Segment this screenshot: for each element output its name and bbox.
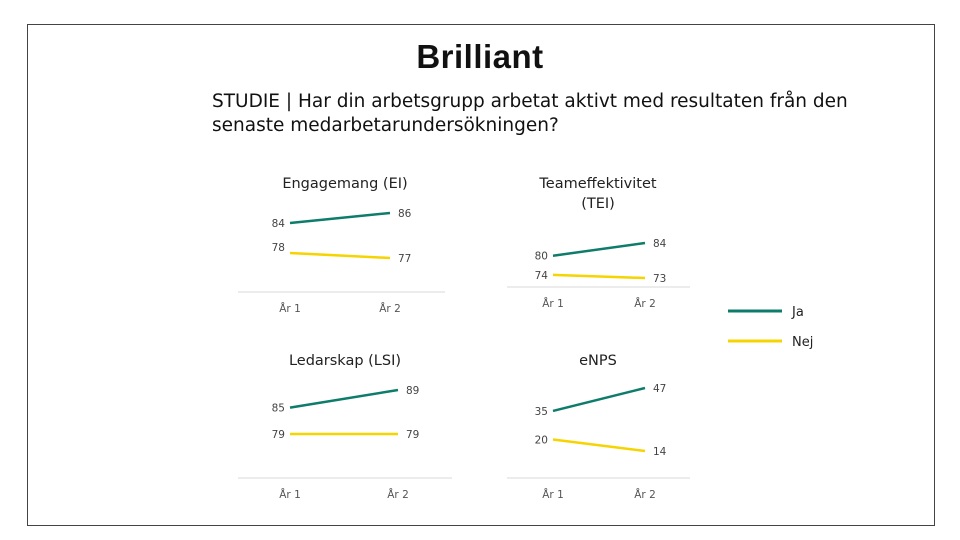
brilliant-logo: Brilliant	[416, 38, 544, 75]
chart-title: (TEI)	[581, 196, 615, 212]
chart-title: eNPS	[579, 353, 617, 369]
slide-frame	[27, 24, 935, 526]
data-label: 20	[535, 435, 548, 447]
series-line-ja	[289, 211, 391, 225]
x-tick-label: År 2	[379, 302, 401, 315]
chart-title: Engagemang (EI)	[282, 176, 407, 192]
series-line-nej	[552, 273, 646, 280]
series-line-ja	[289, 388, 399, 409]
legend-label-ja: Ja	[791, 305, 804, 320]
data-label: 73	[653, 273, 666, 285]
series-line-ja	[552, 386, 646, 413]
series-line-ja	[552, 241, 646, 257]
data-label: 86	[398, 208, 412, 220]
data-label: 84	[272, 218, 286, 230]
data-label: 79	[406, 429, 419, 441]
chart-title: Teameffektivitet	[538, 176, 656, 192]
legend-label-nej: Nej	[792, 335, 813, 350]
data-label: 74	[535, 270, 549, 282]
series-line-nej	[552, 438, 646, 453]
x-tick-label: År 2	[634, 488, 656, 501]
data-label: 89	[406, 385, 419, 397]
data-label: 77	[398, 253, 411, 265]
data-label: 80	[535, 251, 548, 263]
data-label: 79	[272, 429, 285, 441]
data-label: 85	[272, 403, 285, 415]
x-tick-label: År 2	[387, 488, 409, 501]
data-label: 84	[653, 238, 667, 250]
series-line-nej	[289, 251, 391, 260]
data-label: 78	[272, 242, 285, 254]
question-title: STUDIE | Har din arbetsgrupp arbetat akt…	[212, 91, 848, 136]
x-tick-label: År 2	[634, 297, 656, 310]
x-tick-label: År 1	[279, 302, 301, 315]
x-tick-label: År 1	[542, 297, 564, 310]
x-tick-label: År 1	[279, 488, 301, 501]
data-label: 14	[653, 446, 667, 458]
x-tick-label: År 1	[542, 488, 564, 501]
chart-title: Ledarskap (LSI)	[289, 353, 401, 369]
data-label: 47	[653, 383, 666, 395]
data-label: 35	[535, 406, 548, 418]
